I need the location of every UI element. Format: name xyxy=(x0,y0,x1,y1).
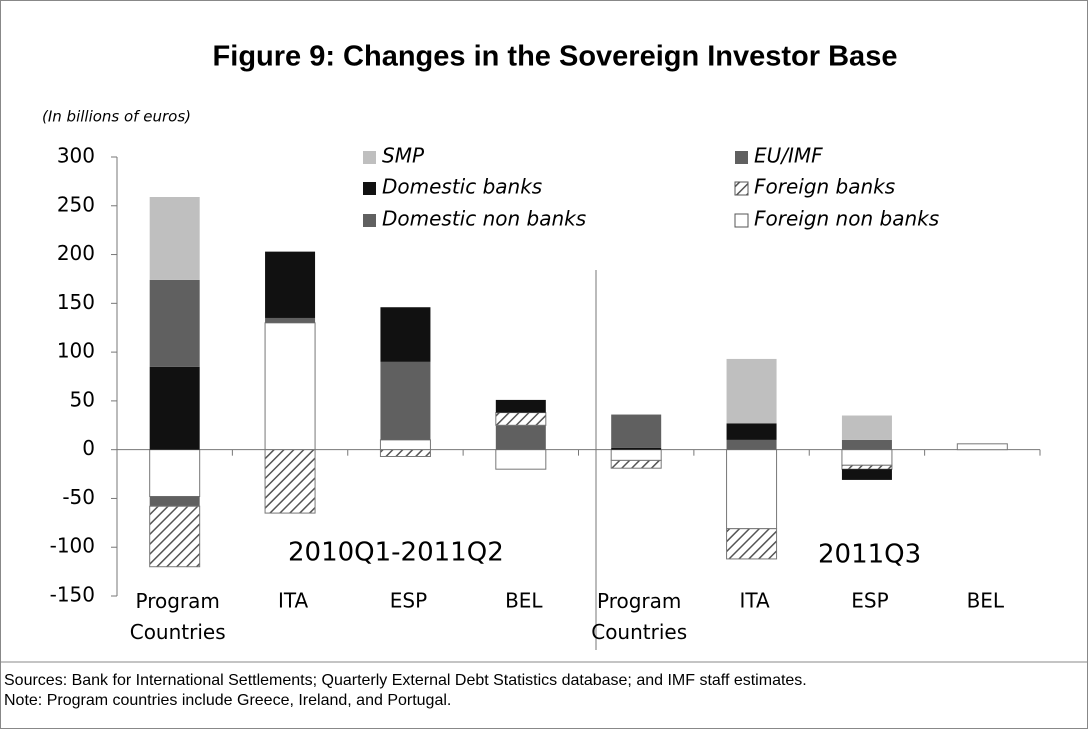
bar-segment xyxy=(149,496,200,507)
x-tick-label: Program Countries xyxy=(130,589,226,644)
legend-label: EU/IMF xyxy=(754,144,823,168)
y-tick-label: -100 xyxy=(50,534,95,558)
bar-segment xyxy=(495,425,546,450)
bar-segment xyxy=(611,447,662,450)
bar-segment xyxy=(610,449,662,461)
note: Note: Program countries include Greece, … xyxy=(4,692,451,709)
y-tick-label: 100 xyxy=(57,339,95,363)
bar-segment xyxy=(379,449,431,457)
bar-segment xyxy=(726,423,777,440)
bar-segment xyxy=(726,528,778,560)
bar-segment xyxy=(841,415,892,440)
bar-segment xyxy=(841,464,893,470)
legend-label: Domestic banks xyxy=(382,175,542,199)
legend-swatch xyxy=(735,151,748,164)
y-tick-label: 50 xyxy=(70,387,95,411)
legend-label: Foreign banks xyxy=(754,175,895,199)
annotation: 2010Q1-2011Q2 xyxy=(288,538,504,568)
bar-segment xyxy=(495,449,547,470)
bar-segment xyxy=(149,196,200,280)
legend-label: Foreign non banks xyxy=(754,207,939,231)
bar-segment xyxy=(956,443,1008,451)
bar-segment xyxy=(264,449,316,514)
y-tick-label: 300 xyxy=(57,144,95,168)
bar-segment xyxy=(149,449,201,497)
bar-segment xyxy=(841,469,892,480)
x-tick-label: ESP xyxy=(851,589,888,613)
bar-segment xyxy=(610,459,662,469)
annotation: 2011Q3 xyxy=(818,540,921,570)
bar-segment xyxy=(841,439,892,450)
sources: Sources: Bank for International Settleme… xyxy=(4,672,807,689)
bar-segment xyxy=(265,251,316,318)
bar-segment xyxy=(149,279,200,367)
x-tick-label: Program Countries xyxy=(591,589,687,644)
legend-swatch xyxy=(734,181,749,196)
legend-swatch xyxy=(363,151,376,164)
bar-segment xyxy=(495,399,546,413)
bar-segment xyxy=(726,358,777,424)
bar-segment xyxy=(149,505,201,568)
bar-segment xyxy=(380,307,431,362)
bar-segment xyxy=(841,449,893,466)
y-axis-label: (In billions of euros) xyxy=(42,108,191,126)
bar-segment xyxy=(149,366,200,450)
bar-segment xyxy=(495,412,547,426)
y-tick-label: 0 xyxy=(82,436,95,460)
y-tick-label: -50 xyxy=(62,485,95,509)
bar-segment xyxy=(379,439,431,451)
y-tick-label: 250 xyxy=(57,192,95,216)
x-tick-label: BEL xyxy=(505,589,543,613)
y-tick-label: 150 xyxy=(57,290,95,314)
legend-swatch xyxy=(734,213,749,228)
bar-segment xyxy=(611,414,662,448)
x-tick-label: ITA xyxy=(739,589,770,613)
legend-swatch xyxy=(363,214,376,227)
y-tick-label: -150 xyxy=(50,583,95,607)
bar-segment xyxy=(726,439,777,450)
legend-label: Domestic non banks xyxy=(382,207,586,231)
x-tick-label: ESP xyxy=(390,589,427,613)
chart-title: Figure 9: Changes in the Sovereign Inves… xyxy=(213,41,898,73)
x-tick-label: BEL xyxy=(967,589,1005,613)
bar-segment xyxy=(726,449,778,530)
legend-label: SMP xyxy=(382,144,425,168)
bar-segment xyxy=(265,317,316,323)
bar-segment xyxy=(380,361,431,440)
bar-segment xyxy=(264,322,316,451)
legend-swatch xyxy=(363,182,376,195)
y-tick-label: 200 xyxy=(57,241,95,265)
x-tick-label: ITA xyxy=(278,589,309,613)
